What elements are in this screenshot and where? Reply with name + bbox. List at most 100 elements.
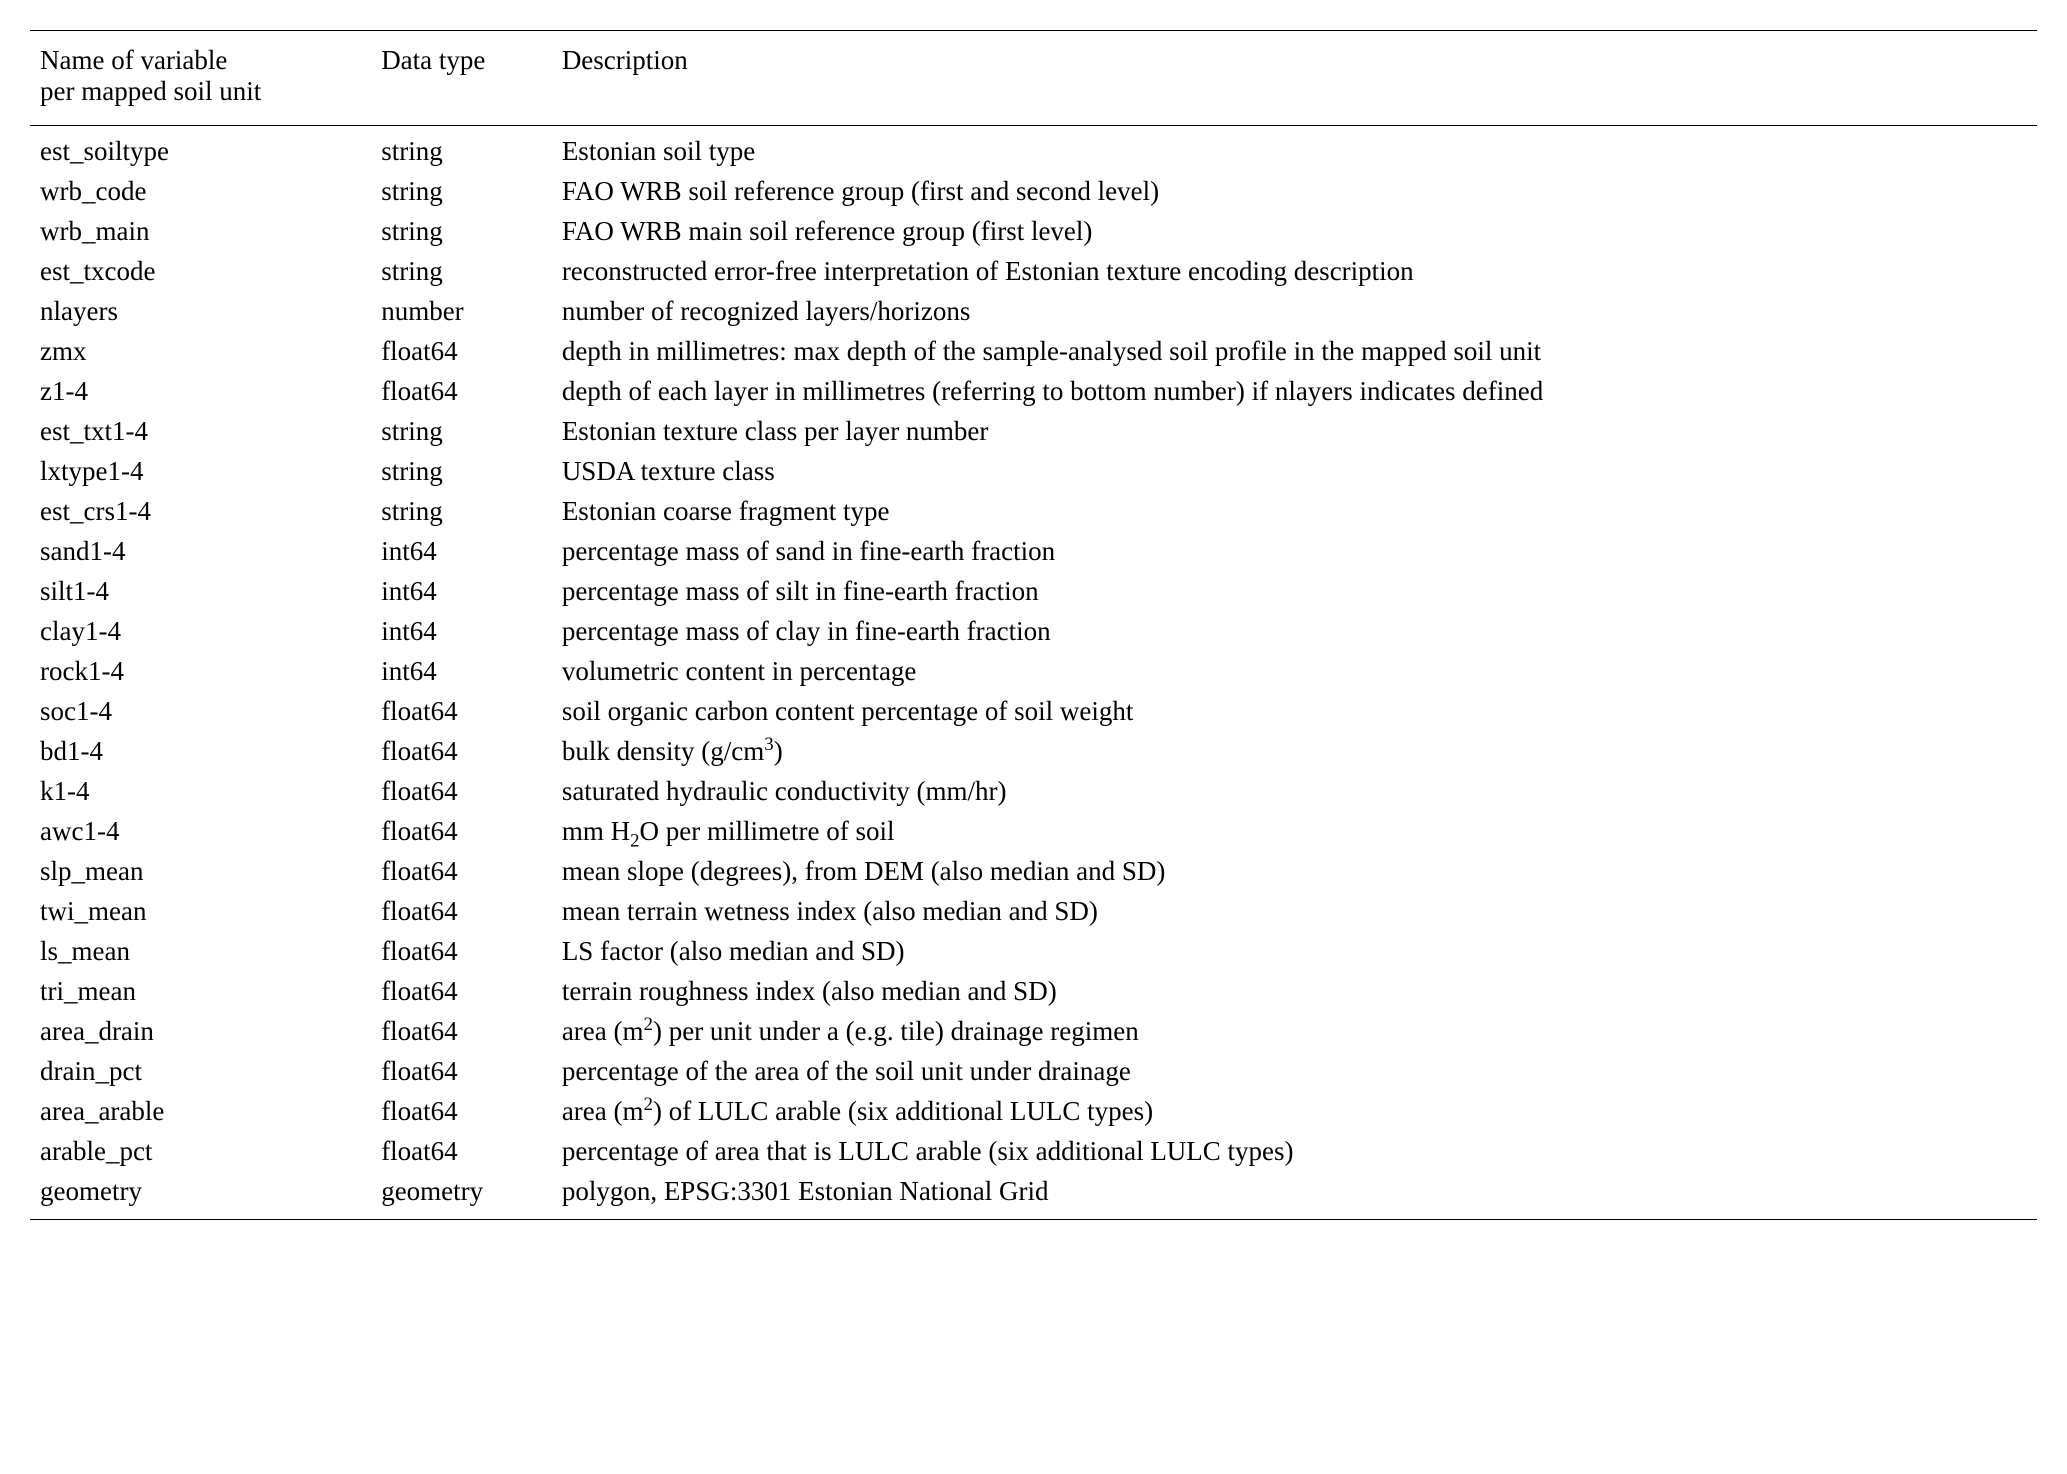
table-row: soc1-4float64soil organic carbon content… [30, 692, 2037, 732]
header-desc: Description [552, 31, 2037, 126]
table-row: rock1-4int64volumetric content in percen… [30, 652, 2037, 692]
cell-dtype: float64 [371, 1132, 552, 1172]
table-row: drain_pctfloat64percentage of the area o… [30, 1052, 2037, 1092]
cell-name: clay1-4 [30, 612, 371, 652]
cell-desc: percentage mass of sand in fine-earth fr… [552, 532, 2037, 572]
table-header-row: Name of variableper mapped soil unit Dat… [30, 31, 2037, 126]
cell-dtype: float64 [371, 692, 552, 732]
cell-dtype: float64 [371, 1012, 552, 1052]
cell-desc: depth of each layer in millimetres (refe… [552, 372, 2037, 412]
table-row: z1-4float64depth of each layer in millim… [30, 372, 2037, 412]
cell-dtype: float64 [371, 732, 552, 772]
cell-desc: area (m2) per unit under a (e.g. tile) d… [552, 1012, 2037, 1052]
cell-dtype: float64 [371, 772, 552, 812]
cell-dtype: float64 [371, 332, 552, 372]
cell-dtype: string [371, 252, 552, 292]
cell-name: rock1-4 [30, 652, 371, 692]
cell-desc: percentage of the area of the soil unit … [552, 1052, 2037, 1092]
cell-dtype: int64 [371, 612, 552, 652]
cell-desc: FAO WRB soil reference group (first and … [552, 172, 2037, 212]
cell-desc: depth in millimetres: max depth of the s… [552, 332, 2037, 372]
table-body: est_soiltypestringEstonian soil typewrb_… [30, 126, 2037, 1220]
cell-desc: reconstructed error-free interpretation … [552, 252, 2037, 292]
table-row: est_txcodestringreconstructed error-free… [30, 252, 2037, 292]
variables-table: Name of variableper mapped soil unit Dat… [30, 30, 2037, 1220]
cell-dtype: float64 [371, 932, 552, 972]
header-name: Name of variableper mapped soil unit [30, 31, 371, 126]
cell-name: est_txcode [30, 252, 371, 292]
table-row: clay1-4int64percentage mass of clay in f… [30, 612, 2037, 652]
cell-name: est_txt1-4 [30, 412, 371, 452]
table-row: est_txt1-4stringEstonian texture class p… [30, 412, 2037, 452]
table-row: ls_meanfloat64LS factor (also median and… [30, 932, 2037, 972]
cell-name: slp_mean [30, 852, 371, 892]
table-row: tri_meanfloat64terrain roughness index (… [30, 972, 2037, 1012]
cell-desc: terrain roughness index (also median and… [552, 972, 2037, 1012]
cell-dtype: int64 [371, 652, 552, 692]
cell-desc: bulk density (g/cm3) [552, 732, 2037, 772]
cell-desc: Estonian soil type [552, 126, 2037, 172]
cell-desc: number of recognized layers/horizons [552, 292, 2037, 332]
cell-name: awc1-4 [30, 812, 371, 852]
table-row: wrb_codestringFAO WRB soil reference gro… [30, 172, 2037, 212]
cell-dtype: float64 [371, 852, 552, 892]
cell-name: k1-4 [30, 772, 371, 812]
cell-desc: polygon, EPSG:3301 Estonian National Gri… [552, 1172, 2037, 1220]
cell-desc: area (m2) of LULC arable (six additional… [552, 1092, 2037, 1132]
cell-dtype: string [371, 492, 552, 532]
cell-dtype: float64 [371, 1092, 552, 1132]
cell-desc: soil organic carbon content percentage o… [552, 692, 2037, 732]
table-row: slp_meanfloat64mean slope (degrees), fro… [30, 852, 2037, 892]
cell-dtype: int64 [371, 572, 552, 612]
table-row: silt1-4int64percentage mass of silt in f… [30, 572, 2037, 612]
cell-desc: volumetric content in percentage [552, 652, 2037, 692]
cell-name: wrb_code [30, 172, 371, 212]
cell-desc: LS factor (also median and SD) [552, 932, 2037, 972]
cell-name: tri_mean [30, 972, 371, 1012]
table-row: area_drainfloat64area (m2) per unit unde… [30, 1012, 2037, 1052]
cell-dtype: string [371, 412, 552, 452]
cell-desc: saturated hydraulic conductivity (mm/hr) [552, 772, 2037, 812]
cell-dtype: float64 [371, 892, 552, 932]
cell-desc: Estonian coarse fragment type [552, 492, 2037, 532]
cell-desc: Estonian texture class per layer number [552, 412, 2037, 452]
cell-name: zmx [30, 332, 371, 372]
cell-name: lxtype1-4 [30, 452, 371, 492]
cell-name: area_arable [30, 1092, 371, 1132]
cell-name: bd1-4 [30, 732, 371, 772]
cell-name: sand1-4 [30, 532, 371, 572]
cell-dtype: string [371, 172, 552, 212]
cell-desc: percentage of area that is LULC arable (… [552, 1132, 2037, 1172]
table-row: area_arablefloat64area (m2) of LULC arab… [30, 1092, 2037, 1132]
cell-name: est_soiltype [30, 126, 371, 172]
cell-dtype: int64 [371, 532, 552, 572]
cell-name: twi_mean [30, 892, 371, 932]
cell-name: geometry [30, 1172, 371, 1220]
cell-name: est_crs1-4 [30, 492, 371, 532]
table-row: est_crs1-4stringEstonian coarse fragment… [30, 492, 2037, 532]
cell-name: area_drain [30, 1012, 371, 1052]
table-row: arable_pctfloat64percentage of area that… [30, 1132, 2037, 1172]
cell-dtype: float64 [371, 1052, 552, 1092]
table-row: est_soiltypestringEstonian soil type [30, 126, 2037, 172]
cell-dtype: float64 [371, 812, 552, 852]
cell-desc: mean slope (degrees), from DEM (also med… [552, 852, 2037, 892]
cell-desc: mm H2O per millimetre of soil [552, 812, 2037, 852]
table-row: geometrygeometrypolygon, EPSG:3301 Eston… [30, 1172, 2037, 1220]
table-row: nlayersnumbernumber of recognized layers… [30, 292, 2037, 332]
cell-name: wrb_main [30, 212, 371, 252]
cell-desc: percentage mass of silt in fine-earth fr… [552, 572, 2037, 612]
cell-name: arable_pct [30, 1132, 371, 1172]
table-row: bd1-4float64bulk density (g/cm3) [30, 732, 2037, 772]
table-row: lxtype1-4stringUSDA texture class [30, 452, 2037, 492]
cell-desc: mean terrain wetness index (also median … [552, 892, 2037, 932]
header-dtype: Data type [371, 31, 552, 126]
cell-dtype: float64 [371, 972, 552, 1012]
cell-desc: percentage mass of clay in fine-earth fr… [552, 612, 2037, 652]
table-row: zmxfloat64depth in millimetres: max dept… [30, 332, 2037, 372]
cell-name: ls_mean [30, 932, 371, 972]
table-row: sand1-4int64percentage mass of sand in f… [30, 532, 2037, 572]
cell-name: drain_pct [30, 1052, 371, 1092]
table-row: wrb_mainstringFAO WRB main soil referenc… [30, 212, 2037, 252]
cell-name: nlayers [30, 292, 371, 332]
